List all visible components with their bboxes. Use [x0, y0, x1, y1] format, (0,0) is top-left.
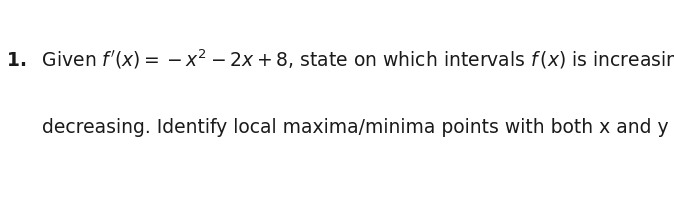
Text: $\mathbf{1.}$  Given $f'(x) = -x^2 - 2x + 8$, state on which intervals $f\,(x)$ : $\mathbf{1.}$ Given $f'(x) = -x^2 - 2x +…: [6, 47, 674, 73]
Text: decreasing. Identify local maxima/minima points with both x and y coordinates.: decreasing. Identify local maxima/minima…: [6, 118, 674, 137]
